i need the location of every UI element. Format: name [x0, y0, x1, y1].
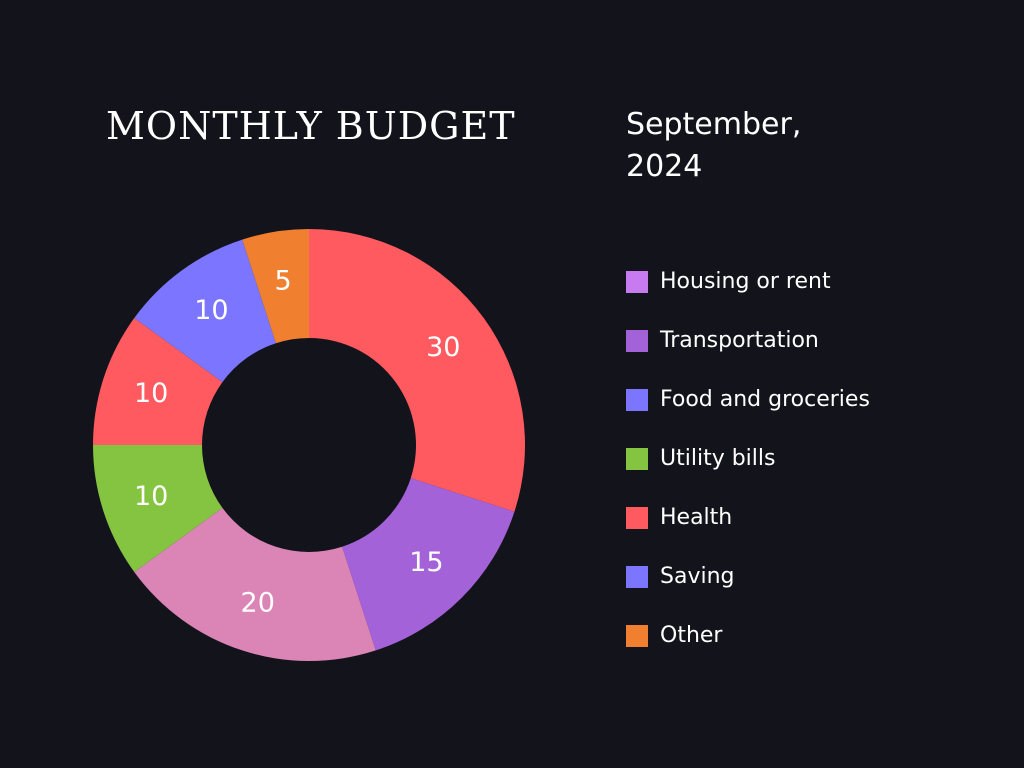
legend-swatch: [626, 624, 648, 647]
legend-item: Housing or rent: [626, 252, 870, 311]
slice-value-label: 10: [134, 481, 168, 512]
legend-item: Other: [626, 606, 870, 665]
slice-value-label: 5: [274, 266, 291, 297]
donut-chart: 30 15 20 10 10 10 5: [93, 229, 525, 661]
chart-legend: Housing or rent Transportation Food and …: [626, 252, 870, 665]
legend-item: Saving: [626, 547, 870, 606]
legend-item: Food and groceries: [626, 370, 870, 429]
donut-slice: [309, 229, 525, 512]
legend-item: Health: [626, 488, 870, 547]
legend-label: Utility bills: [660, 446, 776, 471]
slice-value-label: 30: [426, 332, 460, 363]
slice-value-label: 15: [409, 547, 443, 578]
legend-label: Transportation: [660, 328, 819, 353]
legend-label: Housing or rent: [660, 269, 831, 294]
legend-swatch: [626, 447, 648, 470]
legend-label: Other: [660, 623, 723, 648]
donut-slice: [134, 507, 376, 661]
donut-slice: [93, 445, 223, 572]
chart-title: MONTHLY BUDGET: [106, 104, 516, 148]
legend-label: Food and groceries: [660, 387, 870, 412]
legend-item: Transportation: [626, 311, 870, 370]
slice-value-label: 10: [194, 295, 228, 326]
slice-value-label: 10: [134, 378, 168, 409]
donut-slice: [342, 478, 515, 651]
donut-slice: [242, 229, 309, 344]
legend-label: Saving: [660, 564, 735, 589]
donut-slice: [93, 318, 223, 445]
chart-subtitle: September, 2024: [626, 107, 802, 184]
legend-swatch: [626, 329, 648, 352]
donut-slice: [134, 239, 276, 383]
legend-label: Health: [660, 505, 733, 530]
legend-swatch: [626, 565, 648, 588]
legend-swatch: [626, 270, 648, 293]
legend-item: Utility bills: [626, 429, 870, 488]
slice-value-label: 20: [241, 587, 275, 618]
legend-swatch: [626, 388, 648, 411]
legend-swatch: [626, 506, 648, 529]
